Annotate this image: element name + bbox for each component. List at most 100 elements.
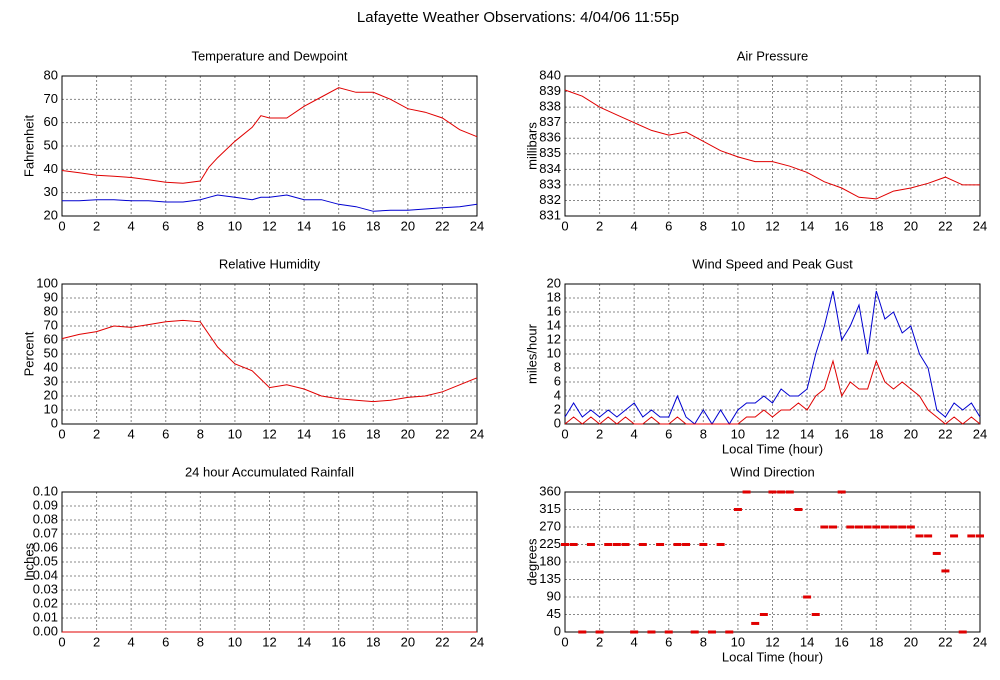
data-point: [595, 630, 604, 634]
x-tick-label: 4: [631, 426, 638, 441]
x-tick-label: 2: [93, 634, 100, 649]
x-tick-label: 6: [162, 634, 169, 649]
y-tick-label: 12: [547, 331, 561, 346]
x-tick-label: 14: [297, 218, 311, 233]
page-title: Lafayette Weather Observations: 4/04/06 …: [357, 9, 679, 26]
y-tick-label: 30: [44, 373, 58, 388]
data-line: [564, 359, 981, 425]
y-tick-label: 14: [547, 317, 561, 332]
x-tick-label: 16: [834, 634, 848, 649]
x-tick-label: 6: [162, 218, 169, 233]
plot-frame: [61, 283, 478, 425]
x-tick-label: 8: [700, 218, 707, 233]
x-tick-label: 10: [228, 218, 242, 233]
x-tick-label: 12: [765, 634, 779, 649]
y-tick-label: 0: [554, 415, 561, 430]
y-tick-label: 315: [539, 501, 561, 516]
x-tick-label: 16: [834, 426, 848, 441]
data-point: [759, 613, 768, 616]
data-point: [967, 534, 976, 538]
y-tick-label: 18: [547, 289, 561, 304]
data-point: [898, 525, 907, 529]
data-point: [682, 543, 691, 546]
y-axis-label: Fahrenheit: [21, 115, 36, 178]
x-tick-label: 20: [904, 426, 918, 441]
y-tick-label: 0.07: [33, 525, 58, 540]
x-tick-label: 18: [366, 426, 380, 441]
x-tick-label: 24: [973, 634, 987, 649]
data-point: [630, 630, 639, 634]
data-point: [906, 525, 915, 529]
y-tick-label: 20: [44, 207, 58, 222]
y-tick-label: 10: [44, 401, 58, 416]
data-point: [638, 543, 647, 546]
x-tick-label: 24: [973, 218, 987, 233]
y-tick-label: 0: [554, 623, 561, 638]
plot-frame: [564, 283, 981, 425]
data-point: [820, 525, 829, 529]
data-point: [716, 543, 725, 546]
y-tick-label: 30: [44, 184, 58, 199]
y-tick-label: 835: [539, 145, 561, 160]
data-point: [872, 525, 881, 529]
x-tick-label: 4: [128, 426, 135, 441]
x-axis-label: Local Time (hour): [722, 441, 823, 456]
x-tick-label: 0: [58, 218, 65, 233]
data-point: [915, 534, 924, 538]
x-tick-label: 8: [197, 426, 204, 441]
x-tick-label: 0: [58, 634, 65, 649]
y-axis-label: millibars: [524, 122, 539, 170]
y-tick-label: 90: [44, 289, 58, 304]
x-tick-label: 22: [435, 218, 449, 233]
x-tick-label: 10: [731, 634, 745, 649]
y-tick-label: 70: [44, 91, 58, 106]
y-tick-label: 20: [547, 275, 561, 290]
y-tick-label: 2: [554, 401, 561, 416]
x-tick-label: 6: [665, 634, 672, 649]
chart-title: Wind Direction: [730, 464, 815, 479]
x-tick-label: 16: [834, 218, 848, 233]
y-tick-label: 840: [539, 67, 561, 82]
data-point: [958, 630, 967, 634]
x-tick-label: 12: [262, 218, 276, 233]
x-tick-label: 10: [228, 634, 242, 649]
x-tick-label: 18: [869, 426, 883, 441]
x-tick-label: 18: [366, 634, 380, 649]
x-tick-label: 20: [904, 218, 918, 233]
y-tick-label: 270: [539, 518, 561, 533]
y-tick-label: 839: [539, 83, 561, 98]
data-point: [932, 551, 941, 555]
data-point: [647, 630, 656, 634]
x-tick-label: 2: [93, 218, 100, 233]
x-tick-label: 12: [262, 426, 276, 441]
y-tick-label: 0.08: [33, 511, 58, 526]
data-point: [733, 508, 742, 511]
x-tick-label: 24: [470, 634, 484, 649]
x-tick-label: 10: [228, 426, 242, 441]
x-tick-label: 24: [470, 218, 484, 233]
y-tick-label: 0: [51, 415, 58, 430]
y-tick-label: 40: [44, 359, 58, 374]
data-point: [690, 630, 699, 634]
y-tick-label: 50: [44, 137, 58, 152]
y-tick-label: 0.04: [33, 567, 58, 582]
y-tick-label: 180: [539, 553, 561, 568]
x-tick-label: 14: [800, 426, 814, 441]
y-tick-label: 135: [539, 571, 561, 586]
x-tick-label: 12: [262, 634, 276, 649]
y-tick-label: 0.01: [33, 609, 58, 624]
y-tick-label: 0.09: [33, 497, 58, 512]
data-point: [846, 525, 855, 529]
x-tick-label: 2: [93, 426, 100, 441]
y-tick-label: 225: [539, 536, 561, 551]
y-tick-label: 50: [44, 345, 58, 360]
x-tick-label: 20: [401, 218, 415, 233]
data-point: [673, 543, 682, 546]
y-tick-label: 16: [547, 303, 561, 318]
y-tick-label: 0.10: [33, 483, 58, 498]
y-tick-label: 8: [554, 359, 561, 374]
chart-title: Temperature and Dewpoint: [191, 48, 347, 63]
x-tick-label: 22: [938, 634, 952, 649]
y-tick-label: 360: [539, 483, 561, 498]
